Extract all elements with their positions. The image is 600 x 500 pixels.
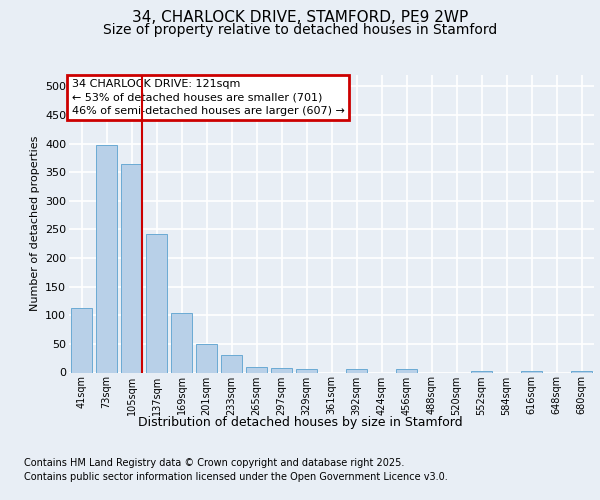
- Bar: [396, 369, 417, 372]
- Y-axis label: Number of detached properties: Number of detached properties: [29, 136, 40, 312]
- Bar: [121, 164, 142, 372]
- Text: Contains public sector information licensed under the Open Government Licence v3: Contains public sector information licen…: [24, 472, 448, 482]
- Bar: [271, 368, 292, 372]
- Bar: [221, 356, 242, 372]
- Bar: [171, 313, 192, 372]
- Bar: [246, 367, 267, 372]
- Text: Size of property relative to detached houses in Stamford: Size of property relative to detached ho…: [103, 23, 497, 37]
- Bar: [71, 308, 92, 372]
- Text: 34 CHARLOCK DRIVE: 121sqm
← 53% of detached houses are smaller (701)
46% of semi: 34 CHARLOCK DRIVE: 121sqm ← 53% of detac…: [71, 80, 344, 116]
- Bar: [346, 369, 367, 372]
- Bar: [146, 234, 167, 372]
- Bar: [96, 146, 117, 372]
- Bar: [296, 369, 317, 372]
- Text: Distribution of detached houses by size in Stamford: Distribution of detached houses by size …: [137, 416, 463, 429]
- Text: 34, CHARLOCK DRIVE, STAMFORD, PE9 2WP: 34, CHARLOCK DRIVE, STAMFORD, PE9 2WP: [132, 10, 468, 25]
- Text: Contains HM Land Registry data © Crown copyright and database right 2025.: Contains HM Land Registry data © Crown c…: [24, 458, 404, 468]
- Bar: [196, 344, 217, 372]
